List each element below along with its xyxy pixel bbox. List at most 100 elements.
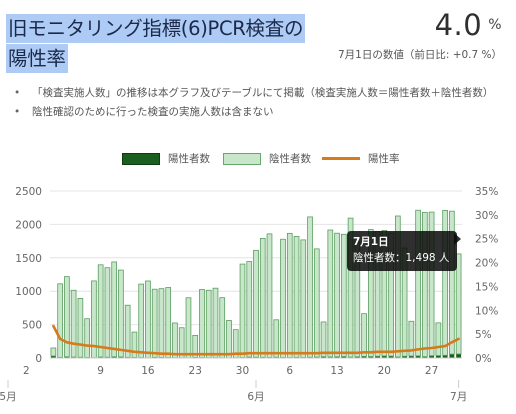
bar-negative xyxy=(280,238,286,358)
bar-negative xyxy=(205,289,212,359)
x-tick-label: 27 xyxy=(425,365,438,377)
bar-series xyxy=(50,209,462,359)
bar-positive xyxy=(395,356,401,358)
bar-negative xyxy=(327,229,334,358)
bar-negative xyxy=(435,322,442,356)
bar-negative xyxy=(395,215,401,358)
bar-negative xyxy=(455,253,462,355)
bar-positive xyxy=(429,355,435,358)
bar-negative xyxy=(151,288,158,358)
tooltip-body: 陰性者数：1,498 人 xyxy=(353,252,450,264)
bar-negative xyxy=(286,232,293,358)
current-value-number: 4.0 xyxy=(434,8,483,42)
bar-positive xyxy=(381,355,387,358)
bar-negative xyxy=(57,283,63,358)
bar-negative xyxy=(77,298,84,358)
note-item: 「検査実施人数」の推移は本グラフ及びテーブルにて掲載（検査実施人数＝陽性者数＋陰… xyxy=(10,85,510,102)
x-tick-label: 2 xyxy=(23,365,30,377)
y-right-tick-label: 25% xyxy=(475,234,498,246)
bar-negative xyxy=(415,209,421,357)
y-axis-left: 0 500 1000 1500 2000 2500 xyxy=(15,186,42,365)
x-month-label: 7月 xyxy=(450,391,467,403)
bar-negative xyxy=(138,283,145,358)
bar-negative xyxy=(131,331,138,358)
x-tick-label: 6 xyxy=(286,365,293,377)
notes-list: 「検査実施人数」の推移は本グラフ及びテーブルにて掲載（検査実施人数＝陽性者数＋陰… xyxy=(10,85,510,122)
bar-positive xyxy=(64,356,70,358)
bar-negative xyxy=(449,210,455,355)
bar-positive xyxy=(415,355,421,358)
bar-positive xyxy=(341,356,347,358)
bar-positive xyxy=(442,355,448,358)
bar-negative xyxy=(246,261,253,358)
x-axis: 2 9 16 23 30 6 13 20 27 5月 6月 7月 xyxy=(0,357,467,403)
current-value-block: 4.0% 7月1日の数値（前日比: +0.7 %） xyxy=(338,8,502,62)
bar-negative xyxy=(226,320,232,359)
bar-negative xyxy=(273,319,280,358)
x-month-label: 5月 xyxy=(0,391,17,403)
bar-positive xyxy=(449,354,455,358)
bar-positive xyxy=(354,356,360,358)
bar-positive xyxy=(327,356,333,358)
legend-swatch-positive xyxy=(122,152,160,165)
bar-positive xyxy=(388,356,394,358)
bar-negative xyxy=(118,269,124,358)
bar-positive xyxy=(98,356,104,358)
legend-positive[interactable]: 陽性者数 xyxy=(122,151,210,166)
tooltip-arrow xyxy=(454,233,461,245)
y-left-tick-label: 500 xyxy=(22,320,42,332)
bar-negative xyxy=(340,233,347,357)
y-right-tick-label: 10% xyxy=(475,305,498,317)
bar-negative xyxy=(300,239,307,358)
bar-positive xyxy=(422,356,428,358)
bar-negative xyxy=(104,267,111,358)
bar-negative xyxy=(124,304,131,358)
bar-negative xyxy=(313,248,320,358)
tooltip-title: 7月1日 xyxy=(353,236,389,248)
y-right-tick-label: 20% xyxy=(475,258,498,270)
bar-negative xyxy=(219,297,226,359)
x-tick-label: 23 xyxy=(189,365,202,377)
title-line-2: 陽性率 xyxy=(6,44,68,73)
bar-positive xyxy=(435,355,441,358)
bar-negative xyxy=(381,230,388,357)
bar-negative xyxy=(367,229,374,357)
bar-negative xyxy=(408,320,415,357)
current-value-unit: % xyxy=(488,17,502,33)
bar-positive xyxy=(375,356,381,358)
legend-swatch-rate xyxy=(322,157,360,160)
bar-negative xyxy=(361,313,367,357)
legend-rate[interactable]: 陽性率 xyxy=(322,151,400,166)
bar-negative xyxy=(259,238,266,358)
rate-line xyxy=(52,324,460,356)
bar-negative xyxy=(212,287,219,359)
bar-negative xyxy=(145,280,151,359)
bar-positive xyxy=(118,356,124,358)
bar-negative xyxy=(307,216,313,358)
legend-label-positive: 陽性者数 xyxy=(168,153,210,165)
x-tick-label: 30 xyxy=(236,365,249,377)
bar-positive xyxy=(321,356,326,358)
bar-negative xyxy=(442,209,448,356)
y-left-tick-label: 1500 xyxy=(15,253,42,265)
bar-negative xyxy=(158,288,165,358)
y-right-tick-label: 5% xyxy=(475,329,492,341)
y-left-tick-label: 2000 xyxy=(15,219,42,231)
bar-negative xyxy=(199,289,205,358)
y-left-tick-label: 2500 xyxy=(15,186,42,198)
x-tick-label: 9 xyxy=(97,365,104,377)
y-right-tick-label: 0% xyxy=(475,353,492,365)
bar-positive xyxy=(50,355,56,358)
bar-negative xyxy=(70,289,77,358)
bar-negative xyxy=(64,276,70,358)
legend-negative[interactable]: 陰性者数 xyxy=(223,151,311,166)
bar-negative xyxy=(422,211,428,358)
bar-negative xyxy=(192,335,199,358)
bar-negative xyxy=(172,322,178,359)
bar-negative xyxy=(320,321,327,358)
combo-chart[interactable]: 0 500 1000 1500 2000 2500 0% 5% 10% 15% 20% 25% 30%… xyxy=(0,170,516,414)
legend-label-rate: 陽性率 xyxy=(368,153,400,165)
x-tick-label: 20 xyxy=(378,365,391,377)
legend-label-negative: 陰性者数 xyxy=(269,153,311,165)
chart-tooltip: 7月1日 陰性者数：1,498 人 xyxy=(347,231,457,271)
